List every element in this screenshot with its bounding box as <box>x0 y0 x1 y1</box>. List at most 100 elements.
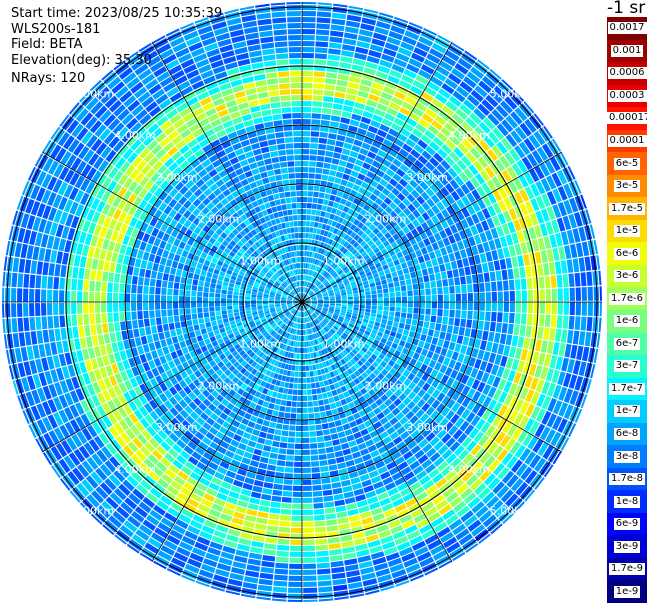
ppi-cell <box>302 281 305 287</box>
ppi-cell <box>548 262 556 275</box>
ppi-cell <box>245 293 251 297</box>
ppi-cell <box>298 329 301 335</box>
ppi-cell <box>312 313 317 318</box>
ppi-cell <box>351 258 358 265</box>
ppi-cell <box>169 376 178 386</box>
ppi-cell <box>328 359 334 365</box>
ppi-cell <box>508 312 515 324</box>
ppi-cell <box>257 295 263 298</box>
ppi-cell <box>317 574 332 581</box>
ppi-cell <box>337 165 345 173</box>
ppi-cell <box>266 377 273 384</box>
ppi-cell <box>414 159 424 170</box>
ppi-cell <box>281 298 287 301</box>
ppi-cell <box>318 586 333 593</box>
ppi-cell <box>225 325 231 331</box>
ppi-cell <box>376 412 385 420</box>
ppi-cell <box>152 449 163 461</box>
ppi-cell <box>349 239 356 246</box>
ppi-cell <box>198 257 205 264</box>
ppi-cell <box>164 242 172 252</box>
ppi-cell <box>389 431 399 440</box>
ppi-cell <box>121 264 128 275</box>
ppi-cell <box>107 400 117 412</box>
ppi-cell <box>287 364 292 371</box>
ppi-cell <box>556 274 563 288</box>
ppi-cell <box>476 186 486 198</box>
ppi-cell <box>365 131 376 140</box>
ppi-cell <box>380 451 391 460</box>
ppi-cell <box>369 265 376 271</box>
ppi-cell <box>219 373 227 381</box>
ppi-cell <box>333 590 349 598</box>
ppi-cell <box>249 460 259 468</box>
ppi-cell <box>269 384 275 391</box>
ppi-cell <box>350 373 357 380</box>
ppi-cell <box>518 174 529 188</box>
ppi-cell <box>337 281 343 286</box>
ppi-cell <box>254 404 262 412</box>
ppi-cell <box>389 417 399 426</box>
ppi-cell <box>311 304 317 307</box>
ppi-cell <box>309 347 313 353</box>
ppi-cell <box>378 243 385 251</box>
ppi-cell <box>198 318 205 324</box>
ppi-cell <box>48 384 58 398</box>
ppi-cell <box>321 423 329 430</box>
ppi-cell <box>508 194 519 207</box>
ppi-cell <box>337 73 350 81</box>
ppi-cell <box>277 320 283 326</box>
ppi-cell <box>430 544 445 556</box>
ppi-cell <box>138 319 144 328</box>
ppi-cell <box>552 451 562 465</box>
ppi-cell <box>469 112 482 125</box>
ppi-cell <box>376 231 384 239</box>
ppi-cell <box>336 302 341 304</box>
ppi-cell <box>330 560 344 568</box>
ppi-cell <box>374 155 384 164</box>
ppi-cell <box>258 358 264 365</box>
ppi-cell <box>269 307 275 311</box>
ppi-cell <box>479 253 487 263</box>
ppi-cell <box>267 282 273 287</box>
ppi-cell <box>329 384 336 391</box>
ppi-cell <box>385 389 394 398</box>
ppi-cell <box>181 270 188 278</box>
ppi-cell <box>298 311 301 317</box>
ppi-cell <box>399 416 409 426</box>
ppi-cell <box>269 298 275 301</box>
ppi-cell <box>303 281 306 287</box>
ppi-cell <box>302 479 312 485</box>
ppi-cell <box>334 242 340 249</box>
ppi-cell <box>424 129 436 140</box>
ppi-cell <box>314 376 319 382</box>
ppi-cell <box>327 139 336 146</box>
ppi-cell <box>327 458 337 465</box>
ppi-cell <box>505 257 513 269</box>
ppi-cell <box>316 308 322 312</box>
ppi-cell <box>400 312 407 318</box>
ppi-cell <box>322 308 328 312</box>
ppi-cell <box>20 213 30 228</box>
ppi-cell <box>131 311 137 320</box>
ppi-cell <box>308 322 312 328</box>
ppi-cell <box>85 475 99 489</box>
ppi-cell <box>461 284 467 293</box>
ppi-cell <box>353 378 361 385</box>
ppi-cell <box>494 504 508 518</box>
ppi-cell <box>288 314 293 319</box>
ppi-cell <box>336 244 343 251</box>
ppi-cell <box>326 181 334 188</box>
ppi-cell <box>336 300 341 302</box>
ppi-cell <box>320 343 326 349</box>
ppi-cell <box>347 306 353 310</box>
ppi-cell <box>418 314 425 321</box>
ppi-cell <box>282 294 287 298</box>
ppi-cell <box>316 332 320 338</box>
ppi-cell <box>517 430 528 444</box>
ppi-cell <box>365 376 373 384</box>
ppi-cell <box>302 443 310 449</box>
ppi-cell <box>36 171 47 186</box>
ppi-cell <box>168 396 178 406</box>
ppi-cell <box>294 449 302 455</box>
